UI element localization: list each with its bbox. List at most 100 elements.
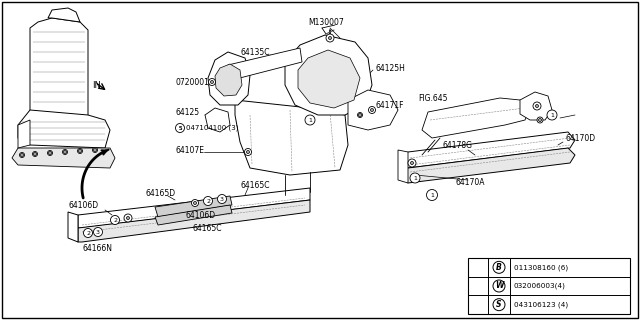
Polygon shape (298, 50, 360, 108)
Circle shape (244, 148, 252, 156)
Text: 64165C: 64165C (192, 223, 221, 233)
Circle shape (472, 261, 484, 274)
Polygon shape (30, 18, 88, 128)
Text: 2: 2 (86, 230, 90, 236)
Circle shape (207, 199, 209, 203)
Text: M130007: M130007 (308, 18, 344, 27)
Circle shape (547, 110, 557, 120)
Circle shape (410, 162, 413, 164)
Circle shape (86, 231, 90, 235)
Circle shape (33, 151, 38, 156)
Circle shape (93, 228, 102, 236)
Text: 047104100 (3): 047104100 (3) (186, 125, 239, 131)
Circle shape (93, 148, 97, 153)
Polygon shape (285, 35, 372, 115)
Text: 64171F: 64171F (375, 100, 403, 109)
Polygon shape (155, 205, 232, 225)
Text: 3: 3 (96, 229, 100, 235)
Circle shape (84, 229, 92, 237)
Circle shape (63, 149, 67, 155)
Text: 0720001: 0720001 (175, 77, 209, 86)
Circle shape (95, 228, 102, 236)
Circle shape (209, 78, 216, 85)
Polygon shape (348, 90, 398, 130)
Text: 1: 1 (430, 193, 434, 197)
Circle shape (111, 215, 120, 225)
Text: 032006003(4): 032006003(4) (514, 283, 566, 289)
Text: 2: 2 (476, 282, 481, 291)
Circle shape (493, 299, 505, 311)
Text: A640001334: A640001334 (511, 303, 559, 313)
Circle shape (538, 118, 541, 122)
Polygon shape (228, 48, 302, 80)
Circle shape (63, 150, 67, 154)
Polygon shape (398, 150, 408, 183)
Text: 64178G: 64178G (442, 140, 472, 149)
Circle shape (83, 228, 93, 237)
Text: 64170D: 64170D (565, 133, 595, 142)
Circle shape (193, 202, 196, 204)
Text: 011308160 (6): 011308160 (6) (514, 264, 568, 271)
Circle shape (426, 189, 438, 201)
Circle shape (218, 195, 227, 204)
Text: 64125: 64125 (175, 108, 199, 116)
Circle shape (191, 199, 198, 206)
Circle shape (211, 81, 214, 84)
Text: S: S (496, 300, 502, 309)
Text: 3: 3 (476, 300, 481, 309)
Polygon shape (422, 98, 530, 138)
Circle shape (221, 197, 223, 201)
Circle shape (326, 34, 334, 42)
Circle shape (413, 177, 417, 180)
Polygon shape (205, 108, 230, 132)
Circle shape (493, 280, 505, 292)
Circle shape (533, 102, 541, 110)
Circle shape (412, 174, 419, 181)
Polygon shape (78, 200, 310, 242)
Text: 5: 5 (179, 125, 182, 131)
Text: W: W (495, 282, 503, 291)
Circle shape (369, 107, 376, 114)
Circle shape (246, 150, 250, 154)
Circle shape (358, 114, 362, 116)
Circle shape (472, 298, 484, 311)
Text: FIG.645: FIG.645 (418, 93, 447, 102)
Circle shape (49, 151, 51, 155)
Circle shape (93, 148, 97, 151)
Circle shape (97, 230, 99, 234)
Text: 64107E: 64107E (175, 146, 204, 155)
Polygon shape (18, 120, 30, 148)
Polygon shape (520, 92, 552, 120)
Polygon shape (215, 64, 242, 96)
Bar (468, 258, 630, 314)
Polygon shape (235, 100, 348, 175)
Text: 64135C: 64135C (240, 47, 269, 57)
Polygon shape (208, 52, 250, 105)
Circle shape (124, 214, 132, 222)
Polygon shape (400, 132, 575, 168)
Text: 64165D: 64165D (145, 188, 175, 197)
Text: 64166N: 64166N (82, 244, 112, 252)
Polygon shape (400, 148, 575, 183)
Text: 64125H: 64125H (375, 63, 405, 73)
Polygon shape (68, 212, 78, 242)
Circle shape (204, 196, 212, 205)
Circle shape (127, 217, 129, 220)
Circle shape (408, 159, 416, 167)
Text: S: S (179, 125, 182, 131)
Text: 043106123 (4): 043106123 (4) (514, 301, 568, 308)
Text: 2: 2 (113, 218, 117, 222)
Circle shape (493, 261, 505, 273)
Circle shape (19, 153, 24, 157)
Text: 2: 2 (206, 198, 210, 204)
Circle shape (428, 190, 436, 199)
Circle shape (218, 196, 225, 203)
Text: 3: 3 (220, 196, 224, 202)
Circle shape (175, 124, 184, 132)
Circle shape (536, 105, 538, 108)
Circle shape (305, 115, 315, 125)
Circle shape (205, 197, 211, 204)
Text: 64165C: 64165C (240, 180, 269, 189)
Circle shape (47, 150, 52, 156)
Text: B: B (496, 263, 502, 272)
